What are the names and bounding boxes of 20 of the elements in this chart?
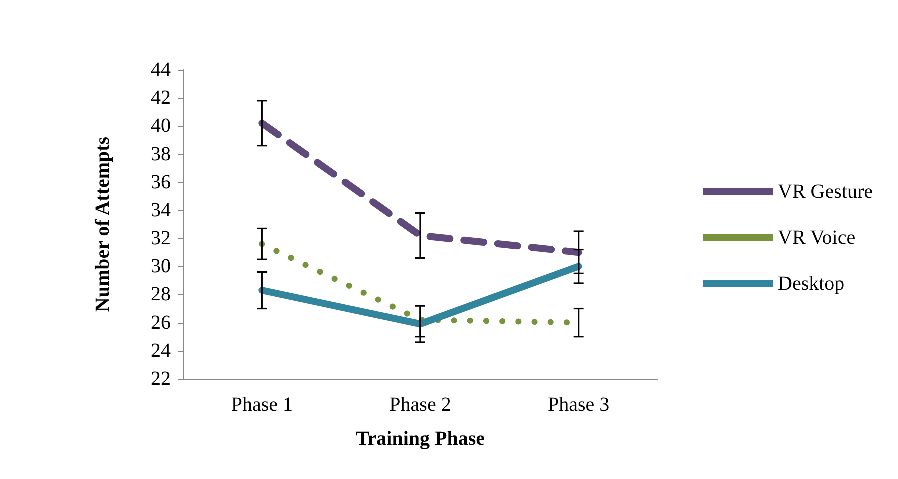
x-tick-label: Phase 1	[231, 394, 294, 416]
y-tick-label: 40	[151, 115, 171, 138]
y-tick-label: 28	[151, 284, 171, 306]
y-tick-label: 36	[151, 171, 171, 194]
y-tick-label: 32	[151, 228, 171, 250]
x-tick-label: Phase 2	[390, 394, 452, 416]
y-tick-label: 44	[151, 59, 171, 81]
y-tick-label: 24	[151, 340, 171, 362]
y-tick-label: 22	[151, 368, 171, 390]
y-axis-title: Number of Attempts	[92, 136, 114, 312]
x-axis-title: Training Phase	[356, 428, 486, 450]
y-tick-label: 34	[151, 199, 171, 222]
x-tick-label: Phase 3	[548, 394, 610, 416]
legend-label: VR Gesture	[778, 181, 874, 203]
legend-label: VR Voice	[778, 227, 856, 249]
y-tick-label: 30	[151, 256, 171, 278]
y-tick-label: 38	[151, 143, 171, 166]
y-tick-label: 26	[151, 312, 171, 334]
legend-label: Desktop	[778, 273, 845, 295]
y-tick-label: 42	[151, 87, 171, 110]
